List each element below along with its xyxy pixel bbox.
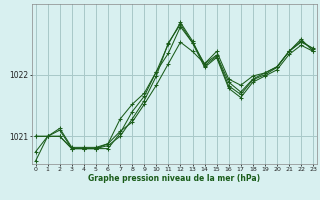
X-axis label: Graphe pression niveau de la mer (hPa): Graphe pression niveau de la mer (hPa) [88, 174, 260, 183]
